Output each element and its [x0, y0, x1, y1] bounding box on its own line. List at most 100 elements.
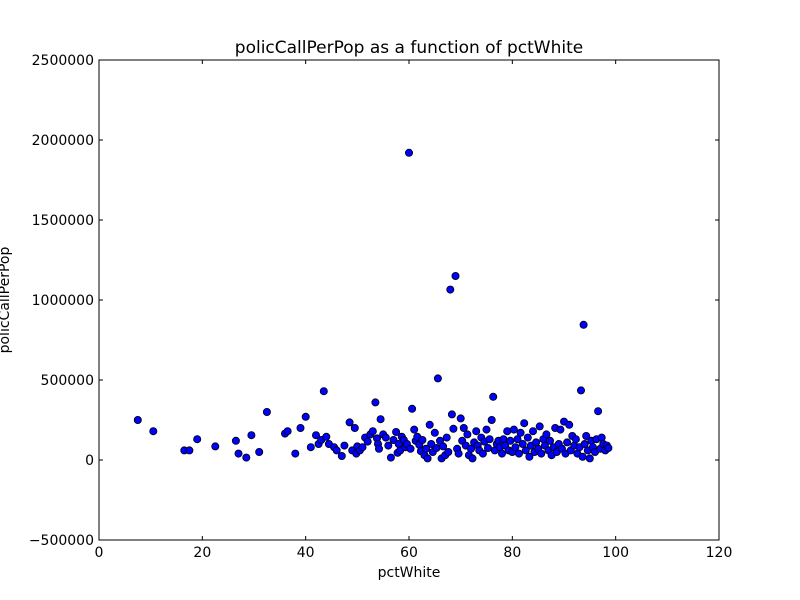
- data-point: [459, 423, 468, 432]
- data-point: [483, 443, 492, 452]
- data-point: [506, 436, 515, 445]
- y-tick-label: 2000000: [32, 133, 94, 149]
- data-point: [296, 423, 305, 432]
- data-point: [371, 398, 380, 407]
- data-point: [337, 451, 346, 460]
- data-point: [301, 412, 310, 421]
- data-point: [340, 441, 349, 450]
- data-point: [432, 443, 441, 452]
- x-axis: 0 20 40 60 80 100 120: [95, 60, 733, 561]
- y-tick-label: 0: [85, 453, 94, 469]
- data-point: [565, 420, 574, 429]
- data-point: [389, 435, 398, 444]
- data-point: [408, 404, 417, 413]
- data-point: [578, 452, 587, 461]
- data-point: [485, 435, 494, 444]
- x-tick-label: 20: [193, 545, 211, 561]
- y-tick-label: 500000: [41, 373, 94, 389]
- data-point: [211, 442, 220, 451]
- data-point: [306, 443, 315, 452]
- data-point: [546, 436, 555, 445]
- data-point: [585, 454, 594, 463]
- data-point: [529, 427, 538, 436]
- data-point: [604, 443, 613, 452]
- y-tick-label: −500000: [29, 533, 94, 549]
- x-tick-label: 60: [400, 545, 418, 561]
- data-point: [406, 444, 415, 453]
- data-point: [311, 431, 320, 440]
- data-point: [454, 449, 463, 458]
- data-point: [133, 415, 142, 424]
- plot-area: [99, 60, 719, 540]
- data-point: [410, 425, 419, 434]
- data-point: [234, 449, 243, 458]
- data-point: [425, 420, 434, 429]
- data-point: [451, 271, 460, 280]
- data-point: [442, 433, 451, 442]
- data-point: [439, 442, 448, 451]
- data-point: [478, 449, 487, 458]
- data-point: [537, 449, 546, 458]
- data-point: [291, 449, 300, 458]
- chart-title: policCallPerPop as a function of pctWhit…: [235, 38, 583, 58]
- data-point: [404, 148, 413, 157]
- data-point: [345, 418, 354, 427]
- data-point: [368, 427, 377, 436]
- data-point: [503, 427, 512, 436]
- data-point: [456, 414, 465, 423]
- data-point: [332, 446, 341, 455]
- data-point: [374, 444, 383, 453]
- x-tick-label: 0: [95, 545, 104, 561]
- data-point: [376, 415, 385, 424]
- data-point: [582, 431, 591, 440]
- data-point: [472, 427, 481, 436]
- data-point: [489, 392, 498, 401]
- y-tick-label: 1500000: [32, 213, 94, 229]
- data-point: [511, 443, 520, 452]
- data-point: [497, 449, 506, 458]
- data-point: [427, 439, 436, 448]
- data-point: [421, 444, 430, 453]
- data-point: [418, 435, 427, 444]
- data-point: [487, 415, 496, 424]
- data-point: [247, 431, 256, 440]
- data-point: [242, 453, 251, 462]
- data-point: [509, 425, 518, 434]
- data-point: [386, 453, 395, 462]
- data-point: [525, 452, 534, 461]
- data-point: [521, 446, 530, 455]
- x-tick-label: 100: [602, 545, 629, 561]
- data-point: [433, 374, 442, 383]
- data-point: [516, 428, 525, 437]
- data-point: [563, 438, 572, 447]
- data-point: [518, 439, 527, 448]
- data-point: [468, 454, 477, 463]
- x-axis-label: pctWhite: [378, 565, 441, 581]
- y-axis: −500000 0 500000 1000000 1500000 2000000 25000…: [29, 53, 719, 549]
- data-point: [535, 422, 544, 431]
- data-point: [447, 410, 456, 419]
- data-point: [231, 436, 240, 445]
- y-tick-label: 2500000: [32, 53, 94, 69]
- x-tick-label: 120: [706, 545, 733, 561]
- data-point: [542, 430, 551, 439]
- data-point: [358, 443, 367, 452]
- data-point: [430, 428, 439, 437]
- data-point: [423, 454, 432, 463]
- data-point: [283, 427, 292, 436]
- y-axis-label: policCallPerPop: [0, 247, 13, 354]
- data-point: [513, 435, 522, 444]
- data-point: [392, 427, 401, 436]
- data-point: [449, 424, 458, 433]
- data-point: [262, 407, 271, 416]
- data-point: [515, 449, 524, 458]
- data-point: [523, 433, 532, 442]
- data-points: [133, 148, 613, 463]
- data-point: [384, 441, 393, 450]
- data-point: [571, 435, 580, 444]
- data-point: [350, 423, 359, 432]
- data-point: [579, 320, 588, 329]
- x-tick-label: 80: [503, 545, 521, 561]
- data-point: [580, 439, 589, 448]
